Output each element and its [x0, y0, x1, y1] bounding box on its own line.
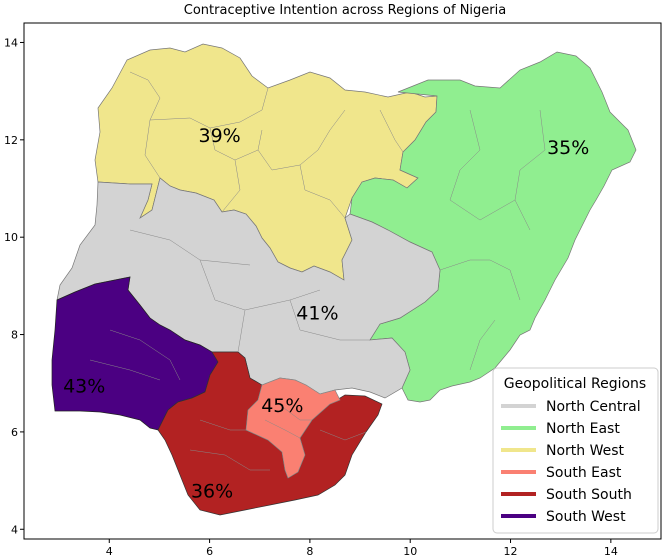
y-tick-label: 14 — [4, 36, 18, 49]
region-south-east[interactable] — [245, 377, 341, 479]
y-tick-label: 10 — [4, 231, 18, 244]
legend-label-south-south: South South — [546, 487, 632, 503]
legend-label-south-west: South West — [546, 509, 626, 525]
y-tick-label: 8 — [11, 329, 18, 342]
legend-title: Geopolitical Regions — [504, 376, 646, 392]
y-axis: 4 6 8 10 12 14 — [4, 36, 24, 536]
value-label-south-west: 43% — [63, 376, 105, 398]
x-tick-label: 12 — [504, 545, 518, 558]
x-tick-label: 10 — [403, 545, 417, 558]
legend-label-south-east: South East — [546, 465, 622, 481]
legend-box — [492, 367, 659, 534]
chart-title: Contraceptive Intention across Regions o… — [184, 3, 506, 18]
legend-label-north-central: North Central — [546, 399, 641, 415]
x-tick-label: 14 — [604, 545, 618, 558]
region-north-east[interactable] — [349, 51, 637, 403]
x-axis: 4 6 8 10 12 14 — [106, 539, 618, 558]
value-label-north-east: 35% — [547, 137, 589, 159]
y-tick-label: 12 — [4, 134, 18, 147]
x-tick-label: 8 — [306, 545, 313, 558]
y-tick-label: 6 — [11, 426, 18, 439]
x-tick-label: 6 — [206, 545, 213, 558]
region-value-labels: 41% 35% 39% 45% 36% 43% — [63, 125, 589, 502]
value-label-south-south: 36% — [191, 480, 233, 502]
legend-label-north-east: North East — [546, 421, 620, 437]
map-regions — [51, 43, 637, 516]
legend-label-north-west: North West — [546, 443, 625, 459]
state-boundaries — [89, 71, 546, 471]
x-tick-label: 4 — [106, 545, 113, 558]
value-label-north-central: 41% — [296, 303, 338, 325]
value-label-south-east: 45% — [261, 395, 303, 417]
value-label-north-west: 39% — [198, 125, 240, 147]
y-tick-label: 4 — [11, 523, 18, 536]
legend: Geopolitical Regions North Central North… — [492, 367, 659, 534]
